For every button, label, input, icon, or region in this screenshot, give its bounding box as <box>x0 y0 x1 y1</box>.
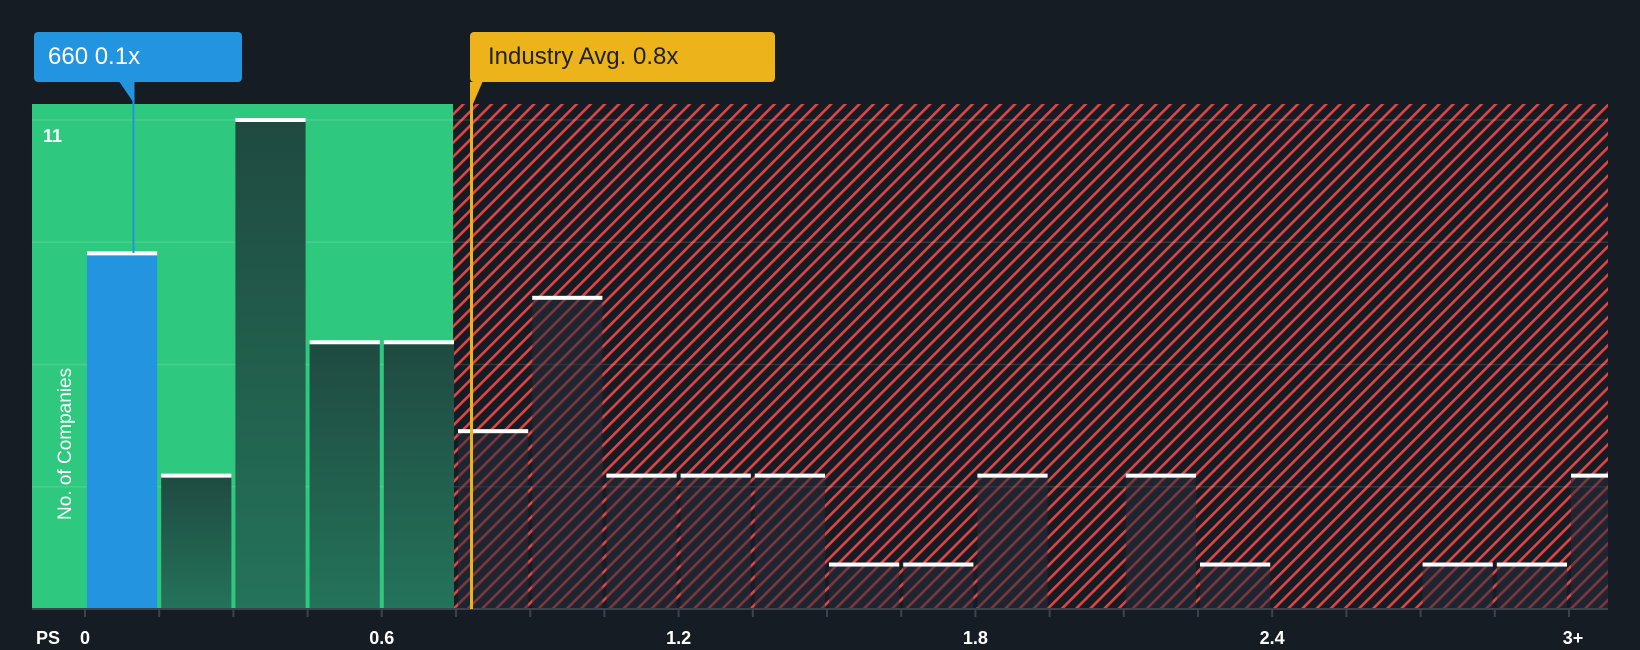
histogram-bar <box>161 473 232 609</box>
bar-cap <box>903 562 974 567</box>
bar-cap <box>383 340 454 345</box>
histogram-bar <box>532 295 603 609</box>
bar-cap <box>977 473 1048 478</box>
industry-label-pointer <box>470 82 483 104</box>
bar-cap <box>1200 562 1271 567</box>
x-tick-label: 1.8 <box>962 628 988 648</box>
company-label-pointer <box>119 82 135 104</box>
x-axis-title: PS <box>36 628 61 648</box>
histogram-bar <box>903 562 974 609</box>
bar-cap <box>606 473 677 478</box>
bar-cap <box>1496 562 1567 567</box>
y-axis-max-tick: 11 <box>43 126 63 146</box>
x-tick-label: 1.2 <box>666 628 692 648</box>
histogram-bar <box>977 473 1048 609</box>
histogram-bar <box>754 473 825 609</box>
bar-cap <box>1125 473 1196 478</box>
x-tick-label: 0 <box>79 628 91 648</box>
histogram-bar <box>383 340 454 609</box>
bar-cap <box>1422 562 1493 567</box>
histogram-bar <box>680 473 751 609</box>
histogram-bar <box>1125 473 1196 609</box>
bar-cap <box>458 429 529 434</box>
bar-cap <box>680 473 751 478</box>
x-tick-label: 3+ <box>1562 628 1584 648</box>
company-value-label: 660 0.1x <box>34 32 242 82</box>
bar-cap <box>87 251 158 256</box>
histogram-bar <box>309 340 380 609</box>
histogram-bar <box>1571 473 1608 609</box>
x-tick-label: 0.6 <box>369 628 395 648</box>
histogram-bar <box>1422 562 1493 609</box>
x-tick-label: 2.4 <box>1259 628 1285 648</box>
industry-average-label: Industry Avg. 0.8x <box>470 32 775 82</box>
histogram-bar <box>1200 562 1271 609</box>
histogram-bar <box>1496 562 1567 609</box>
bar-cap <box>1571 473 1608 478</box>
bar-cap <box>829 562 900 567</box>
bar-cap <box>161 473 232 478</box>
histogram-bar <box>829 562 900 609</box>
bar-cap <box>532 295 603 300</box>
histogram-bar <box>87 251 158 609</box>
bar-cap <box>754 473 825 478</box>
histogram-bar <box>458 429 529 609</box>
histogram-bar <box>235 118 306 609</box>
bar-cap <box>309 340 380 345</box>
histogram-bar <box>606 473 677 609</box>
bar-cap <box>235 118 306 122</box>
